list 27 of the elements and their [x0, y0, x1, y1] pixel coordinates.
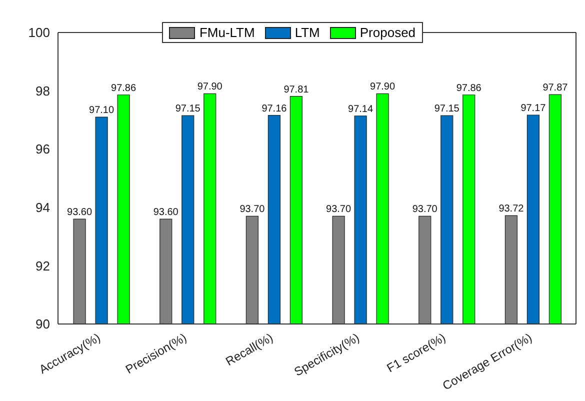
y-tick-label: 94 [36, 200, 50, 216]
data-label: 97.10 [89, 105, 114, 116]
data-label: 97.16 [262, 103, 288, 114]
data-label: 97.90 [370, 82, 396, 93]
data-label: 97.14 [348, 104, 374, 115]
legend-label: LTM [294, 25, 320, 40]
y-tick-label: 96 [36, 142, 50, 157]
data-label: 93.60 [153, 207, 179, 218]
y-tick-label: 92 [36, 258, 50, 274]
data-label: 97.17 [520, 102, 546, 114]
legend-label: FMu-LTM [198, 25, 255, 40]
y-tick-label: 90 [36, 316, 50, 332]
y-tick-label: 100 [28, 25, 50, 40]
data-label: 97.86 [111, 82, 136, 94]
data-label: 93.70 [412, 204, 438, 216]
data-label: 93.70 [326, 204, 352, 216]
data-label: 97.87 [542, 82, 568, 94]
legend-label: Proposed [358, 25, 416, 40]
data-label: 97.15 [434, 104, 460, 115]
data-label: 97.81 [284, 84, 310, 96]
data-label: 93.72 [498, 204, 524, 215]
data-label: 93.60 [67, 207, 92, 218]
data-label: 93.70 [240, 204, 266, 216]
data-label: 97.90 [197, 82, 223, 93]
data-label: 97.15 [175, 104, 201, 115]
data-label: 97.86 [456, 82, 482, 94]
y-tick-label: 98 [36, 83, 50, 98]
